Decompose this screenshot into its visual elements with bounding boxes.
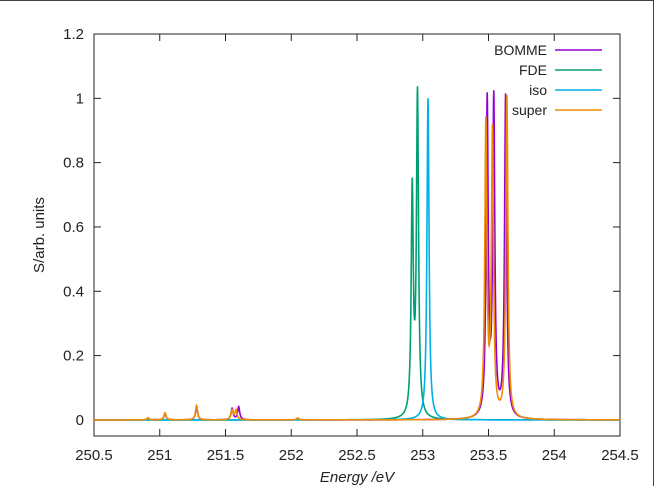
y-tick-label: 0.8 [63,155,84,172]
x-tick-label: 254 [542,447,567,464]
series-line-bomme [94,90,620,421]
x-tick-label: 250.5 [75,447,113,464]
x-tick-label: 251 [147,447,172,464]
legend-label-iso: iso [529,82,547,98]
series-line-iso [94,98,620,421]
series-line-super [94,95,620,421]
legend-label-bomme: BOMME [494,42,547,58]
x-tick-label: 254.5 [601,447,639,464]
x-tick-label: 252.5 [338,447,376,464]
x-tick-label: 252 [279,447,304,464]
series-line-fde [94,86,620,421]
y-tick-label: 0 [76,412,84,429]
y-tick-label: 1 [76,90,84,107]
y-tick-label: 0.2 [63,348,84,365]
y-tick-label: 1.2 [63,26,84,43]
y-tick-label: 0.6 [63,219,84,236]
x-tick-label: 253.5 [470,447,508,464]
x-axis-label: Energy /eV [320,469,396,486]
y-axis-label: S/arb. units [31,197,48,273]
x-tick-label: 253 [410,447,435,464]
legend-label-super: super [512,102,547,118]
legend-label-fde: FDE [519,62,547,78]
x-tick-label: 251.5 [207,447,245,464]
y-tick-label: 0.4 [63,283,84,300]
